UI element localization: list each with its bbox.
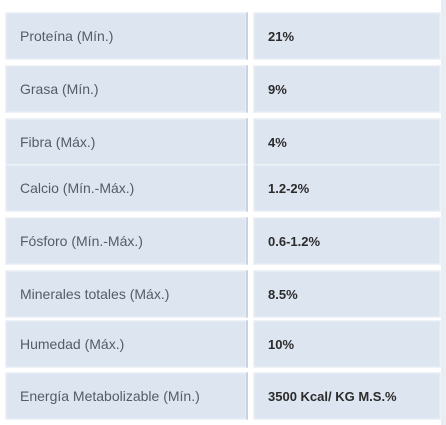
row-value: 3500 Kcal/ KG M.S.%	[253, 372, 441, 420]
table-row: Fósforo (Mín.-Máx.) 0.6-1.2%	[0, 215, 446, 265]
row-label: Calcio (Mín.-Máx.)	[5, 164, 248, 212]
table-row: Humedad (Máx.) 10%	[0, 318, 446, 368]
row-value: 1.2-2%	[253, 164, 441, 212]
row-value: 8.5%	[253, 270, 441, 318]
table-row: Fibra (Máx.) 4%	[0, 116, 446, 166]
row-label: Energía Metabolizable (Mín.)	[5, 372, 248, 420]
right-edge-divider	[441, 0, 446, 425]
row-value: 10%	[253, 320, 441, 368]
table-row: Calcio (Mín.-Máx.) 1.2-2%	[0, 162, 446, 212]
table-row: Minerales totales (Máx.) 8.5%	[0, 268, 446, 318]
row-label: Humedad (Máx.)	[5, 320, 248, 368]
row-value: 0.6-1.2%	[253, 217, 441, 265]
row-label: Proteína (Mín.)	[5, 12, 248, 60]
table-row: Energía Metabolizable (Mín.) 3500 Kcal/ …	[0, 370, 446, 420]
row-label: Fósforo (Mín.-Máx.)	[5, 217, 248, 265]
table-row: Grasa (Mín.) 9%	[0, 63, 446, 113]
table-row: Proteína (Mín.) 21%	[0, 10, 446, 60]
row-label: Fibra (Máx.)	[5, 118, 248, 166]
row-value: 4%	[253, 118, 441, 166]
row-value: 21%	[253, 12, 441, 60]
row-label: Grasa (Mín.)	[5, 65, 248, 113]
row-value: 9%	[253, 65, 441, 113]
row-label: Minerales totales (Máx.)	[5, 270, 248, 318]
